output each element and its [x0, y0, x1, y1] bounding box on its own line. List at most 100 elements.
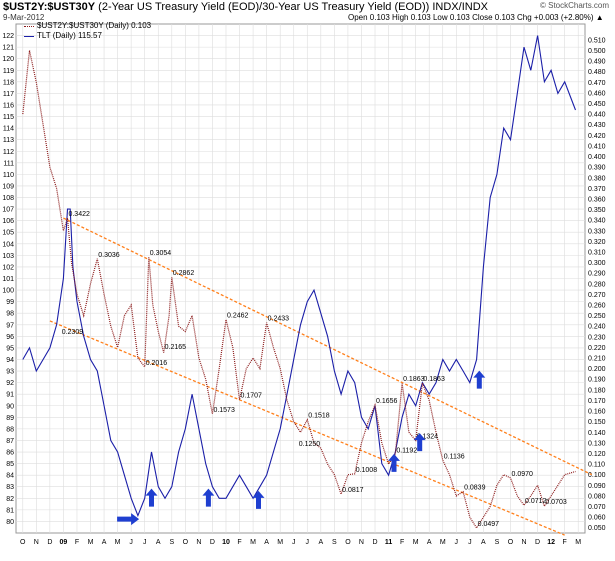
right-tick-label-45: 0.500	[588, 48, 606, 55]
x-tick-label-32: J	[455, 539, 459, 546]
value-annotation-21: 0.0839	[464, 485, 486, 492]
value-annotation-2: 0.3054	[150, 250, 172, 257]
x-tick-label-23: S	[332, 539, 337, 546]
symbol-label: $UST2Y:$UST30Y	[3, 1, 96, 13]
left-tick-label-37: 117	[3, 91, 14, 98]
x-tick-label-40: F	[563, 539, 567, 546]
left-tick-label-13: 93	[6, 369, 14, 376]
value-annotation-10: 0.1573	[213, 407, 235, 414]
left-tick-label-26: 106	[2, 218, 14, 225]
right-tick-label-28: 0.330	[588, 228, 606, 235]
x-tick-label-2: D	[47, 539, 52, 546]
left-tick-label-6: 86	[6, 450, 14, 457]
right-tick-label-2: 0.070	[588, 504, 606, 511]
right-tick-label-34: 0.390	[588, 165, 606, 172]
value-annotation-9: 0.1707	[241, 393, 263, 400]
x-tick-label-18: A	[264, 539, 269, 546]
right-tick-label-43: 0.480	[588, 69, 606, 76]
x-tick-label-5: M	[88, 539, 94, 546]
x-tick-label-36: O	[508, 539, 514, 546]
left-tick-label-4: 84	[6, 473, 14, 480]
x-tick-label-24: O	[345, 539, 351, 546]
right-tick-label-12: 0.170	[588, 398, 606, 405]
right-tick-label-35: 0.400	[588, 154, 606, 161]
right-tick-label-17: 0.220	[588, 345, 606, 352]
right-tick-label-32: 0.370	[588, 186, 606, 193]
x-tick-label-17: M	[250, 539, 256, 546]
left-tick-label-23: 103	[2, 253, 14, 260]
right-tick-label-18: 0.230	[588, 334, 606, 341]
x-tick-label-37: N	[522, 539, 527, 546]
left-tick-label-17: 97	[6, 322, 14, 329]
left-tick-label-16: 96	[6, 334, 14, 341]
arrow-up-icon	[252, 490, 265, 509]
right-tick-label-6: 0.110	[588, 462, 605, 469]
legend-label-ratio: $UST2Y:$UST30Y (Daily) 0.103	[37, 21, 152, 30]
x-tick-label-30: A	[427, 539, 432, 546]
left-tick-label-30: 110	[3, 172, 14, 179]
right-tick-label-37: 0.420	[588, 133, 606, 140]
left-tick-label-28: 108	[2, 195, 14, 202]
left-tick-label-40: 120	[2, 56, 14, 63]
x-tick-label-9: J	[143, 539, 147, 546]
left-tick-label-2: 82	[6, 496, 14, 503]
x-tick-label-19: M	[277, 539, 283, 546]
left-tick-label-41: 121	[2, 45, 14, 52]
x-tick-label-38: D	[535, 539, 540, 546]
x-tick-label-20: J	[292, 539, 296, 546]
arrow-up-icon	[388, 453, 400, 472]
value-annotation-4: 0.2309	[62, 329, 84, 336]
legend-item-tlt: TLT (Daily) 115.57	[24, 31, 151, 41]
right-tick-label-39: 0.440	[588, 112, 606, 119]
right-tick-label-8: 0.130	[588, 440, 606, 447]
right-tick-label-36: 0.410	[588, 143, 606, 150]
tlt-series-line	[22, 35, 577, 518]
left-tick-label-20: 100	[2, 288, 14, 295]
x-tick-label-13: N	[196, 539, 201, 546]
left-tick-label-22: 102	[2, 264, 14, 271]
value-annotation-24: 0.0712	[525, 498, 547, 505]
x-tick-label-0: O	[20, 539, 26, 546]
symbol-description: (2-Year US Treasury Yield (EOD)/30-Year …	[98, 1, 488, 13]
chart-title: $UST2Y:$UST30Y (2-Year US Treasury Yield…	[3, 1, 488, 13]
left-tick-label-10: 90	[6, 403, 14, 410]
right-tick-label-40: 0.450	[588, 101, 606, 108]
left-tick-label-24: 104	[2, 241, 14, 248]
value-annotation-19: 0.1324	[417, 433, 439, 440]
left-tick-label-3: 83	[6, 484, 14, 491]
chart-legend: $UST2Y:$UST30Y (Daily) 0.103 TLT (Daily)…	[24, 21, 151, 41]
value-annotation-7: 0.2462	[227, 313, 249, 320]
channel-line-0	[63, 217, 593, 476]
arrow-up-icon	[413, 433, 426, 452]
value-annotation-23: 0.0970	[511, 471, 533, 478]
x-tick-label-28: F	[400, 539, 404, 546]
left-tick-label-25: 105	[2, 230, 14, 237]
right-tick-label-9: 0.140	[588, 430, 606, 437]
value-annotation-1: 0.3036	[98, 252, 120, 259]
right-tick-label-42: 0.470	[588, 80, 606, 87]
left-tick-label-39: 119	[3, 68, 14, 75]
value-annotation-17: 0.1863	[423, 376, 445, 383]
x-tick-label-29: M	[413, 539, 419, 546]
right-tick-label-13: 0.180	[588, 387, 606, 394]
left-tick-label-12: 92	[6, 380, 14, 387]
right-tick-label-16: 0.210	[588, 356, 606, 363]
left-tick-label-1: 81	[6, 507, 14, 514]
right-tick-label-29: 0.340	[588, 218, 606, 225]
value-annotation-3: 0.2862	[173, 270, 195, 277]
x-tick-label-22: A	[318, 539, 323, 546]
left-tick-label-21: 101	[2, 276, 14, 283]
value-annotation-15: 0.1656	[376, 398, 398, 405]
value-annotation-0: 0.3422	[68, 211, 90, 218]
value-annotation-12: 0.1250	[299, 441, 321, 448]
x-tick-label-10: A	[156, 539, 161, 546]
right-tick-label-23: 0.280	[588, 281, 606, 288]
right-tick-label-26: 0.310	[588, 249, 606, 256]
left-tick-label-14: 94	[6, 357, 14, 364]
left-tick-label-29: 109	[2, 183, 14, 190]
value-annotation-11: 0.1518	[308, 413, 330, 420]
right-tick-label-10: 0.150	[588, 419, 606, 426]
right-tick-label-24: 0.290	[588, 271, 606, 278]
legend-swatch-tlt	[24, 35, 34, 37]
